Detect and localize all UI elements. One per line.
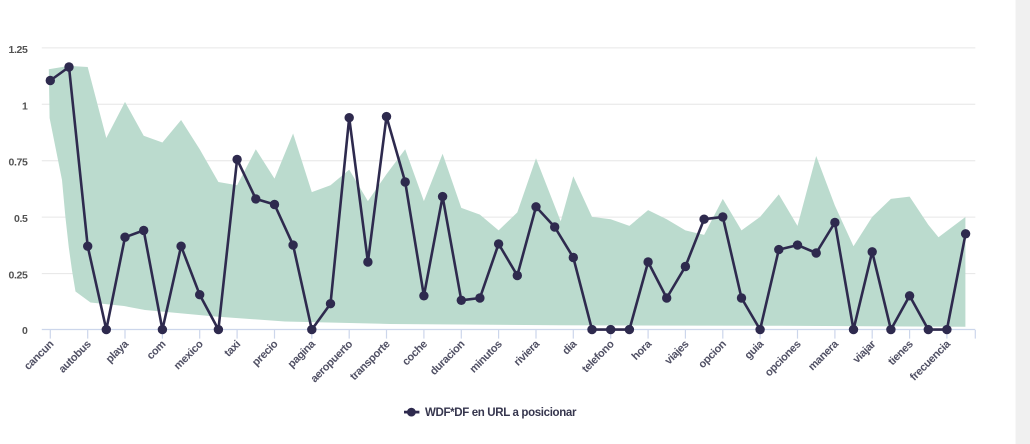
svg-text:1: 1 bbox=[22, 100, 28, 112]
svg-text:0.25: 0.25 bbox=[8, 270, 28, 282]
svg-text:WDF*DF en URL a posicionar: WDF*DF en URL a posicionar bbox=[425, 407, 577, 419]
svg-text:0: 0 bbox=[22, 325, 28, 337]
svg-text:0.5: 0.5 bbox=[14, 213, 28, 225]
svg-text:1.25: 1.25 bbox=[8, 44, 28, 56]
svg-text:0.75: 0.75 bbox=[8, 157, 28, 169]
